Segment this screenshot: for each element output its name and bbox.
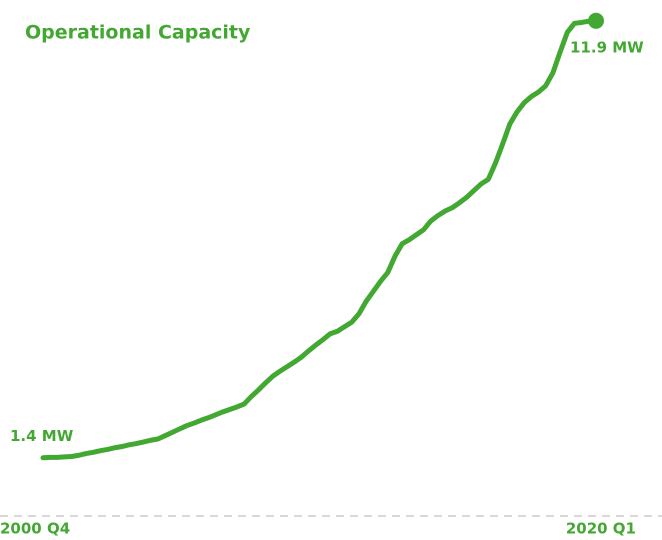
line [40, 18, 599, 461]
x-tick-label: 2000 Q4 [0, 520, 70, 538]
value-label: 1.4 MW [10, 427, 74, 445]
value-label: 11.9 MW [570, 38, 644, 56]
chart-title: Operational Capacity [25, 22, 251, 44]
end-marker [588, 12, 604, 29]
x-tick-label: 2020 Q1 [566, 520, 636, 538]
